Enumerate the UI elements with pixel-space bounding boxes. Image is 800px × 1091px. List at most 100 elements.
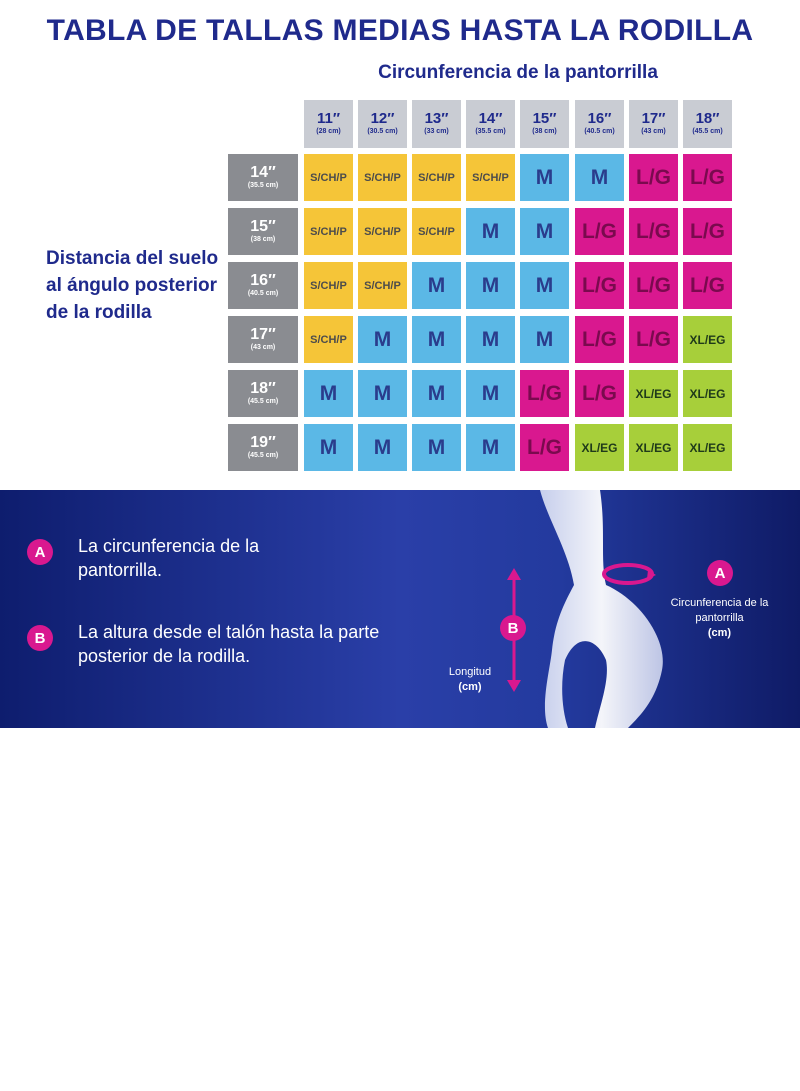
size-cell: M (358, 316, 407, 363)
size-cell: S/CH/P (358, 208, 407, 255)
size-cell: M (520, 316, 569, 363)
column-header-cm: (30.5 cm) (367, 128, 398, 135)
row-axis-title: Distancia del suelo al ángulo posterior … (46, 248, 219, 323)
page-title: TABLA DE TALLAS MEDIAS HASTA LA RODILLA (46, 14, 754, 47)
column-header-inches: 15″ (532, 110, 557, 127)
row-header-cm: (38 cm) (250, 236, 276, 243)
size-cell: L/G (683, 154, 732, 201)
size-cell: S/CH/P (358, 154, 407, 201)
row-header: 19″ (45.5 cm) (228, 424, 298, 471)
size-cell: S/CH/P (466, 154, 515, 201)
size-cell: M (358, 424, 407, 471)
column-header: 14″ (35.5 cm) (466, 100, 515, 148)
row-header-inches: 16″ (250, 272, 276, 289)
circumference-label-text: Circunferencia de la pantorrilla (670, 597, 769, 624)
size-cell: L/G (520, 424, 569, 471)
size-cell: L/G (629, 154, 678, 201)
size-cell: XL/EG (683, 424, 732, 471)
size-cell: M (520, 208, 569, 255)
size-cell: S/CH/P (304, 154, 353, 201)
badge-a-icon: A (27, 539, 53, 565)
column-header-inches: 11″ (316, 110, 341, 127)
size-cell: M (466, 208, 515, 255)
size-cell: L/G (683, 262, 732, 309)
size-cell: XL/EG (683, 316, 732, 363)
row-header-inches: 14″ (250, 164, 276, 181)
column-header-cm: (38 cm) (532, 128, 557, 135)
column-header-cm: (28 cm) (316, 128, 341, 135)
size-cell: M (358, 370, 407, 417)
size-cell: S/CH/P (412, 154, 461, 201)
diagram-badge-a-icon: A (707, 560, 733, 586)
size-cell: S/CH/P (304, 208, 353, 255)
column-header-inches: 13″ (424, 110, 449, 127)
size-cell: M (466, 316, 515, 363)
column-header: 17″ (43 cm) (629, 100, 678, 148)
column-header-cm: (40.5 cm) (584, 128, 615, 135)
size-cell: S/CH/P (304, 316, 353, 363)
row-header-cm: (40.5 cm) (247, 290, 279, 297)
row-header: 16″ (40.5 cm) (228, 262, 298, 309)
column-header-cm: (35.5 cm) (475, 128, 506, 135)
column-header-inches: 16″ (587, 110, 612, 127)
size-cell: L/G (683, 208, 732, 255)
size-cell: XL/EG (629, 424, 678, 471)
column-header: 16″ (40.5 cm) (575, 100, 624, 148)
size-cell: XL/EG (683, 370, 732, 417)
column-header-inches: 18″ (695, 110, 720, 127)
column-header-inches: 17″ (641, 110, 666, 127)
size-cell: M (466, 424, 515, 471)
length-unit-text: (cm) (458, 681, 482, 693)
column-axis-title: Circunferencia de la pantorrilla (378, 62, 658, 83)
size-cell: M (520, 154, 569, 201)
explanation-panel: A La circunferencia de la pantorrilla. B… (0, 490, 800, 1091)
size-cell: M (520, 262, 569, 309)
size-cell: L/G (629, 316, 678, 363)
size-cell: S/CH/P (358, 262, 407, 309)
size-cell: XL/EG (575, 424, 624, 471)
size-cell: L/G (520, 370, 569, 417)
diagram-length-label: Longitud (cm) (430, 665, 510, 695)
size-cell: M (466, 370, 515, 417)
size-cell: S/CH/P (304, 262, 353, 309)
legend-a-text: La circunferencia de la pantorrilla. (78, 536, 260, 580)
column-header: 13″ (33 cm) (412, 100, 461, 148)
size-cell: L/G (629, 208, 678, 255)
size-cell: M (304, 424, 353, 471)
column-header: 18″ (45.5 cm) (683, 100, 732, 148)
column-header-cm: (43 cm) (641, 128, 666, 135)
column-header-cm: (33 cm) (424, 128, 449, 135)
size-cell: L/G (575, 370, 624, 417)
circumference-unit-text: (cm) (707, 627, 732, 639)
row-header-inches: 15″ (250, 218, 276, 235)
row-header: 15″ (38 cm) (228, 208, 298, 255)
size-cell: S/CH/P (412, 208, 461, 255)
row-header-inches: 17″ (250, 326, 276, 343)
size-cell: L/G (575, 262, 624, 309)
column-header: 15″ (38 cm) (520, 100, 569, 148)
size-cell: M (304, 370, 353, 417)
size-cell: M (412, 424, 461, 471)
size-cell: L/G (629, 262, 678, 309)
row-header-cm: (35.5 cm) (247, 182, 279, 189)
legend-b-text: La altura desde el talón hasta la parte … (78, 622, 380, 666)
row-header-inches: 19″ (250, 434, 276, 451)
column-header-inches: 14″ (478, 110, 503, 127)
row-header-inches: 18″ (250, 380, 276, 397)
size-cell: XL/EG (629, 370, 678, 417)
column-header-inches: 12″ (370, 110, 395, 127)
row-header: 18″ (45.5 cm) (228, 370, 298, 417)
size-cell: M (412, 316, 461, 363)
badge-b-icon: B (27, 625, 53, 651)
size-cell: M (575, 154, 624, 201)
size-cell: M (412, 370, 461, 417)
size-cell: M (412, 262, 461, 309)
row-header: 14″ (35.5 cm) (228, 154, 298, 201)
column-header-cm: (45.5 cm) (692, 128, 723, 135)
length-label-text: Longitud (448, 666, 492, 678)
row-header-cm: (45.5 cm) (247, 452, 279, 459)
row-header-cm: (43 cm) (250, 344, 276, 351)
size-cell: L/G (575, 208, 624, 255)
diagram-circumference-label: Circunferencia de la pantorrilla (cm) (657, 596, 782, 641)
row-header-cm: (45.5 cm) (247, 398, 279, 405)
